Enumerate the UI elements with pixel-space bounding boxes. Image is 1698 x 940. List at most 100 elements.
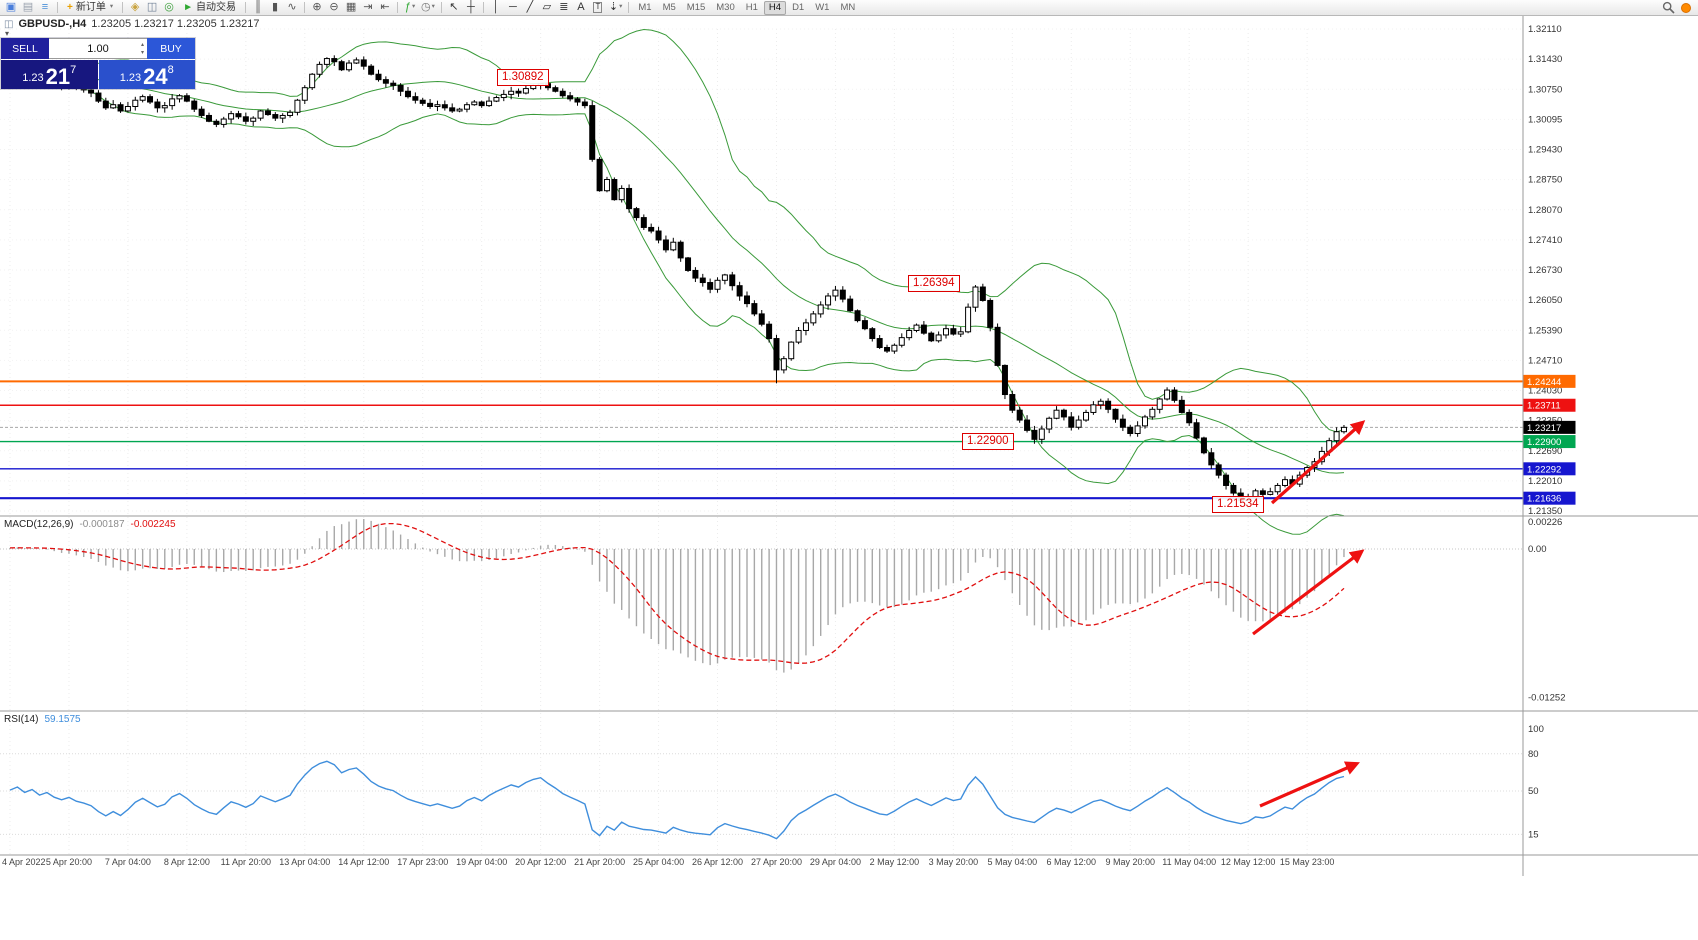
- candle-chart-icon[interactable]: ▮: [267, 1, 283, 15]
- vertical-line-icon[interactable]: │: [488, 1, 504, 15]
- trend-arrows[interactable]: [1252, 420, 1366, 808]
- time-label: 5 Apr 20:00: [46, 857, 92, 867]
- notification-badge[interactable]: [1681, 2, 1691, 13]
- channel-icon[interactable]: ▱: [539, 1, 555, 15]
- sell-button[interactable]: SELL: [1, 38, 49, 59]
- rsi-axis-label: 15: [1528, 829, 1539, 840]
- volume-up-icon[interactable]: ▴: [140, 41, 144, 48]
- chart-shift-icon[interactable]: ⇤: [377, 1, 393, 15]
- horizontal-line-icon: ─: [508, 1, 517, 13]
- channel-icon: ▱: [542, 1, 552, 13]
- bar-chart-icon[interactable]: ║: [250, 1, 266, 15]
- tf-w1[interactable]: W1: [815, 2, 830, 13]
- crosshair-icon[interactable]: ┼: [463, 1, 479, 15]
- macd-indicator-label: MACD(12,26,9) -0.000187 -0.002245: [4, 519, 176, 530]
- fibonacci-icon[interactable]: ≣: [556, 1, 572, 15]
- tf-m5[interactable]: M5: [662, 2, 676, 13]
- tf-mn[interactable]: MN: [840, 2, 856, 13]
- tf-h1[interactable]: H1: [745, 2, 758, 13]
- zoom-in-icon: ⊕: [312, 1, 322, 13]
- price-annotation[interactable]: 1.22900: [962, 433, 1014, 450]
- volume-down-icon[interactable]: ▾: [140, 49, 144, 56]
- autotrading-button[interactable]: ► 自动交易: [178, 1, 241, 15]
- crosshair-icon: ┼: [466, 1, 475, 13]
- time-label: 19 Apr 04:00: [456, 857, 507, 867]
- symbol-name: GBPUSD-,H4: [18, 18, 87, 30]
- sell-price-display[interactable]: 1.23 21 7: [1, 60, 98, 89]
- text-label-icon[interactable]: T: [590, 1, 606, 15]
- price-tick-label: 1.31430: [1528, 54, 1562, 65]
- dropdown-caret-icon: ▾: [619, 3, 623, 11]
- indicators-icon[interactable]: ƒ ▾: [402, 1, 418, 15]
- tf-m30[interactable]: M30: [716, 2, 735, 13]
- time-label: 26 Apr 12:00: [692, 857, 743, 867]
- trend-arrow-main[interactable]: [1270, 420, 1366, 505]
- text-icon[interactable]: A: [573, 1, 589, 15]
- trend-arrow-rsi[interactable]: [1259, 761, 1360, 808]
- toolbar-separator: [628, 2, 630, 13]
- tf-d1[interactable]: D1: [792, 2, 805, 13]
- buy-button[interactable]: BUY: [147, 38, 195, 59]
- dropdown-caret-icon: ▾: [109, 3, 114, 11]
- rsi-name: RSI(14): [4, 714, 39, 725]
- tf-h4[interactable]: H4: [763, 0, 787, 15]
- trend-arrow-macd[interactable]: [1252, 549, 1365, 636]
- new-chart-icon[interactable]: ▣: [3, 1, 19, 15]
- price-annotation[interactable]: 1.30892: [497, 69, 549, 86]
- volume-spinner: ▴ ▾: [141, 39, 144, 60]
- macd-signal-line: [9, 522, 1345, 664]
- buy-price-prefix: 1.23: [119, 72, 142, 84]
- toolbar-separator: [397, 2, 399, 13]
- price-axis[interactable]: 1.32110 1.31430 1.30750 1.30095 1.29430 1.287…: [1523, 24, 1576, 840]
- time-axis[interactable]: 4 Apr 2022 5 Apr 20:00 7 Apr 04:00 8 Apr 12…: [2, 857, 1334, 867]
- price-tick-label: 1.32110: [1528, 24, 1562, 35]
- horizontal-line-icon[interactable]: ─: [505, 1, 521, 15]
- buy-price-pips: 24: [143, 64, 168, 90]
- buy-price-display[interactable]: 1.23 24 8: [98, 60, 195, 90]
- search-icon[interactable]: [1662, 1, 1675, 14]
- oneclick-collapse-icon[interactable]: ▾: [5, 29, 10, 38]
- price-level-label: 1.22900: [1527, 437, 1561, 448]
- market-watch-icon[interactable]: ≡: [37, 1, 53, 15]
- line-chart-icon[interactable]: ∿: [284, 1, 300, 15]
- new-order-button[interactable]: + 新订单 ▾: [62, 1, 118, 15]
- price-tick-label: 1.24030: [1528, 386, 1562, 397]
- time-label: 29 Apr 04:00: [810, 857, 861, 867]
- navigator-icon: ◈: [130, 1, 140, 13]
- macd-axis-label: -0.01252: [1528, 692, 1566, 703]
- price-annotation[interactable]: 1.26394: [908, 275, 960, 292]
- auto-scroll-icon[interactable]: ⇥: [360, 1, 376, 15]
- trendline-icon[interactable]: ╱: [522, 1, 538, 15]
- macd-axis-label: 0.00: [1528, 544, 1547, 555]
- level-lines-layer[interactable]: [0, 380, 1523, 500]
- strategy-tester-icon[interactable]: ◎: [161, 1, 177, 15]
- tf-m1[interactable]: M1: [638, 2, 652, 13]
- tf-m15[interactable]: M15: [686, 2, 706, 13]
- sell-price-point: 7: [70, 64, 77, 76]
- cursor-icon[interactable]: ↖: [446, 1, 462, 15]
- navigator-icon[interactable]: ◈: [127, 1, 143, 15]
- zoom-out-icon[interactable]: ⊖: [326, 1, 342, 15]
- new-order-button-icon: +: [67, 1, 73, 13]
- terminal-icon[interactable]: ◫: [144, 1, 160, 15]
- chart-canvas[interactable]: 4 Apr 2022 5 Apr 20:00 7 Apr 04:00 8 Apr 12…: [0, 16, 1698, 940]
- auto-scroll-icon: ⇥: [363, 1, 373, 13]
- periods-icon[interactable]: ◷ ▾: [419, 1, 437, 15]
- vertical-line-icon: │: [492, 1, 500, 13]
- price-annotation[interactable]: 1.21534: [1212, 496, 1264, 513]
- price-tick-label: 1.30750: [1528, 84, 1562, 95]
- profiles-icon[interactable]: ▤: [20, 1, 36, 15]
- arrows-icon[interactable]: ⇣ ▾: [607, 1, 624, 15]
- time-label: 7 Apr 04:00: [105, 857, 151, 867]
- time-label: 6 May 12:00: [1047, 857, 1097, 867]
- sell-price-prefix: 1.23: [22, 72, 44, 84]
- time-label: 8 Apr 12:00: [164, 857, 210, 867]
- volume-input[interactable]: [68, 42, 128, 55]
- trendline-icon: ╱: [526, 1, 534, 13]
- tile-windows-icon[interactable]: ▦: [343, 1, 359, 15]
- zoom-out-icon: ⊖: [329, 1, 339, 13]
- rsi-axis-label: 100: [1528, 724, 1544, 735]
- zoom-in-icon[interactable]: ⊕: [309, 1, 325, 15]
- time-label: 4 Apr 2022: [2, 857, 46, 867]
- main-toolbar: ▣ ▤ ≡ + 新订单 ▾ ◈ ◫ ◎ ► 自动交易 ║ ▮ ∿ ⊕ ⊖ ▦ ⇥ ⇤ ƒ ▾ ◷ ▾ ↖ ┼ │ ─ ╱ ▱ ≣ A T ⇣ ▾ M…: [0, 0, 1698, 16]
